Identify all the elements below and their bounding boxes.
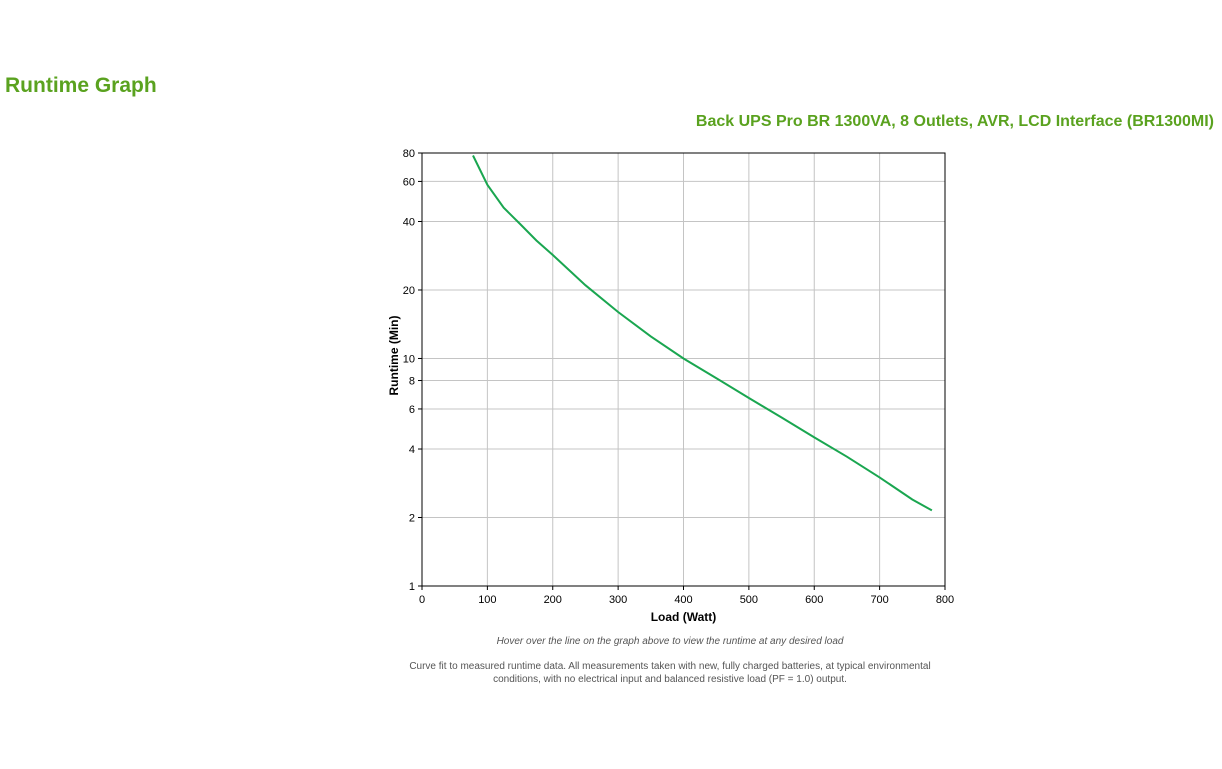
page-title: Runtime Graph [5, 74, 157, 97]
x-tick-label: 0 [419, 594, 425, 606]
y-axis-label: Runtime (Min) [387, 316, 401, 396]
y-tick-label: 40 [403, 216, 415, 228]
x-tick-label: 700 [870, 594, 888, 606]
x-tick-label: 600 [805, 594, 823, 606]
x-axis-label: Load (Watt) [651, 610, 717, 624]
x-tick-label: 400 [674, 594, 692, 606]
product-title: Back UPS Pro BR 1300VA, 8 Outlets, AVR, … [695, 113, 1214, 130]
y-tick-label: 1 [409, 581, 415, 593]
x-tick-label: 200 [544, 594, 562, 606]
grid-lines [422, 153, 945, 586]
x-tick-label: 300 [609, 594, 627, 606]
y-tick-label: 2 [409, 513, 415, 525]
x-tick-label: 100 [478, 594, 496, 606]
y-tick-label: 80 [403, 148, 415, 160]
axis-ticks: 0 100 200 300 400 500 600 700 800 1 2 4 6 8 10 20 40 60 80 [403, 148, 954, 606]
runtime-series-line[interactable] [472, 155, 933, 512]
footnote: Curve fit to measured runtime data. All … [409, 661, 931, 685]
x-tick-label: 800 [936, 594, 954, 606]
y-tick-label: 4 [409, 444, 415, 456]
y-tick-label: 6 [409, 404, 415, 416]
y-tick-label: 20 [403, 285, 415, 297]
x-tick-label: 500 [740, 594, 758, 606]
y-tick-label: 10 [403, 353, 415, 365]
hover-hint: Hover over the line on the graph above t… [496, 636, 844, 647]
runtime-chart[interactable]: 0 100 200 300 400 500 600 700 800 1 2 4 6 8 10 20 40 60 80… [380, 140, 960, 630]
y-tick-label: 60 [403, 176, 415, 188]
y-tick-label: 8 [409, 376, 415, 388]
